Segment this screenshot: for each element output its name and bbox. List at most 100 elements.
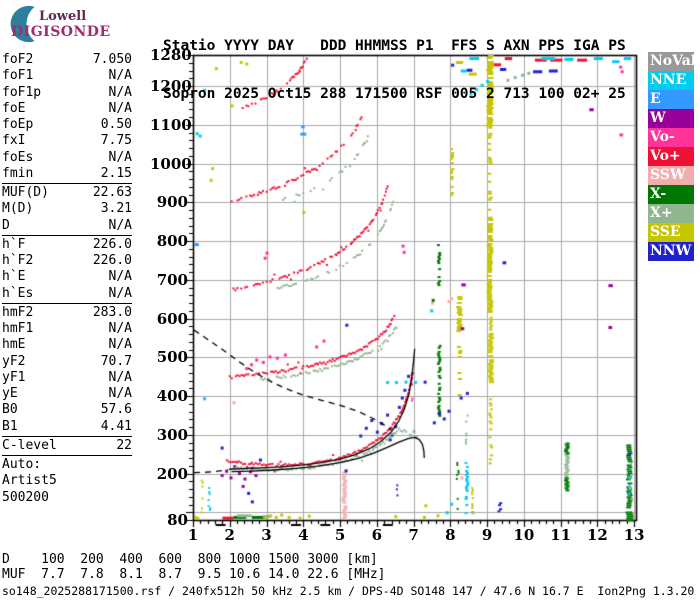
- param-value: 7.75: [100, 133, 132, 149]
- y-axis-tick-label: 900: [156, 193, 188, 212]
- station-header: Statio YYYY DAY DDD HHMMSS P1 FFS S AXN …: [163, 6, 626, 118]
- param-label: yF1: [2, 369, 26, 385]
- param-row: h`F2 226.0: [2, 253, 132, 269]
- digisonde-logo: Lowell DIGISONDE: [2, 2, 122, 46]
- param-value: 3.21: [100, 201, 132, 217]
- param-value: 4.41: [100, 418, 132, 434]
- y-axis-tick-label: 800: [156, 232, 188, 250]
- x-axis-tick-label: 8: [445, 526, 456, 544]
- param-label: hmE: [2, 337, 26, 353]
- param-value: 226.0: [92, 236, 132, 252]
- param-row: B0 57.6: [2, 402, 132, 418]
- param-label: foEs: [2, 149, 34, 165]
- y-axis-tick-label: 400: [156, 387, 188, 405]
- param-value: 57.6: [100, 402, 132, 418]
- legend-item-e: E: [648, 90, 694, 109]
- param-divider: [2, 435, 132, 437]
- param-label: foEp: [2, 117, 34, 132]
- param-value: 226.0: [92, 253, 132, 268]
- param-row: C-level 22: [2, 438, 132, 454]
- param-value: 70.7: [100, 353, 132, 369]
- param-row: foEs N/A: [2, 150, 132, 166]
- param-value: 22.63: [92, 185, 132, 200]
- x-axis-tick-label: 3: [261, 526, 272, 544]
- legend-item-vo: Vo-: [648, 128, 694, 147]
- legend-item-x: X-: [648, 185, 694, 204]
- param-label: h`F2: [2, 253, 34, 268]
- autoscaling-info-line: Artist5: [2, 473, 57, 489]
- param-value: N/A: [108, 217, 132, 233]
- param-row: foF1 N/A: [2, 68, 132, 84]
- param-label: MUF(D): [2, 185, 49, 200]
- param-row: h`F 226.0: [2, 237, 132, 253]
- param-row: yE N/A: [2, 386, 132, 402]
- d-muf-table: D 100 200 400 600 800 1000 1500 3000 [km…: [2, 552, 386, 582]
- param-label: foF1: [2, 68, 34, 84]
- legend-item-nnw: NNW: [648, 242, 694, 261]
- param-divider: [2, 455, 132, 456]
- y-axis-tick-label: 200: [156, 464, 188, 483]
- param-label: B0: [2, 402, 18, 418]
- autoscaling-info-line: Auto:: [2, 457, 42, 472]
- param-label: h`Es: [2, 285, 34, 301]
- param-row: hmF1 N/A: [2, 321, 132, 337]
- param-label: fxI: [2, 133, 26, 149]
- legend-item-ssw: SSW: [648, 166, 694, 185]
- param-value: N/A: [108, 68, 132, 84]
- y-axis-tick-label: 1200: [150, 77, 192, 95]
- y-axis-tick-label: 700: [156, 270, 188, 289]
- param-value: N/A: [108, 321, 132, 336]
- param-row: yF2 70.7: [2, 354, 132, 370]
- param-label: yF2: [2, 353, 26, 369]
- x-axis-tick-label: 9: [481, 526, 493, 544]
- echo-type-legend: NoVal NNE E W Vo- Vo+ SSW X- X+ SSE NNW: [648, 52, 697, 261]
- param-row: MUF(D) 22.63: [2, 185, 132, 201]
- x-axis-tick-label: 13: [623, 526, 645, 544]
- param-value: 0.50: [100, 117, 132, 132]
- param-row: foE N/A: [2, 101, 132, 117]
- x-axis-tick-label: 7: [408, 526, 419, 544]
- x-axis-tick-label: 10: [513, 526, 535, 544]
- param-value: N/A: [108, 84, 132, 100]
- y-axis-tick-label: 300: [156, 425, 188, 444]
- x-axis-tick-label: 12: [586, 526, 608, 544]
- param-row: h`E N/A: [2, 269, 132, 285]
- param-divider: [2, 302, 132, 304]
- x-axis-tick-label: 5: [334, 526, 346, 544]
- legend-item-noval: NoVal: [648, 52, 697, 71]
- param-row: hmF2 283.0: [2, 305, 132, 321]
- scaled-parameters-panel: foF2 7.050 foF1 N/A foF1p N/A foE N/A foEp 0.50 fx…: [2, 52, 132, 506]
- param-row: foF1p N/A: [2, 85, 132, 101]
- param-row: foF2 7.050: [2, 52, 132, 68]
- param-label: foF2: [2, 52, 34, 67]
- x-axis-tick-label: 11: [550, 526, 572, 544]
- param-label: hmF1: [2, 321, 34, 336]
- param-row: h`Es N/A: [2, 286, 132, 302]
- param-label: h`E: [2, 269, 26, 285]
- x-axis-tick-label: 1: [187, 526, 199, 544]
- param-row: fxI 7.75: [2, 133, 132, 149]
- param-label: D: [2, 217, 10, 233]
- param-value: N/A: [108, 149, 132, 165]
- param-value: N/A: [108, 100, 132, 116]
- param-row: foEp 0.50: [2, 117, 132, 133]
- x-axis-tick-label: 4: [298, 526, 309, 544]
- header-field-names: Statio YYYY DAY DDD HHMMSS P1 FFS S AXN …: [163, 38, 626, 54]
- legend-item-w: W: [648, 109, 694, 128]
- y-axis-tick-label: 1100: [150, 115, 192, 134]
- param-label: C-level: [2, 437, 57, 453]
- param-divider: [2, 234, 132, 236]
- y-axis-tick-label: 500: [156, 348, 188, 367]
- param-row: M(D) 3.21: [2, 201, 132, 217]
- param-label: M(D): [2, 201, 34, 217]
- param-value: N/A: [108, 337, 132, 353]
- y-axis-tick-label: 80: [167, 511, 188, 529]
- logo-crescent-icon: [10, 5, 35, 43]
- param-value: 2.15: [100, 165, 132, 181]
- legend-item-nne: NNE: [648, 71, 694, 90]
- logo-lowell-text: Lowell: [39, 9, 87, 24]
- param-row: hmE N/A: [2, 337, 132, 353]
- param-label: yE: [2, 386, 18, 401]
- file-info-footer: so148_2025288171500.rsf / 240fx512h 50 k…: [2, 584, 695, 598]
